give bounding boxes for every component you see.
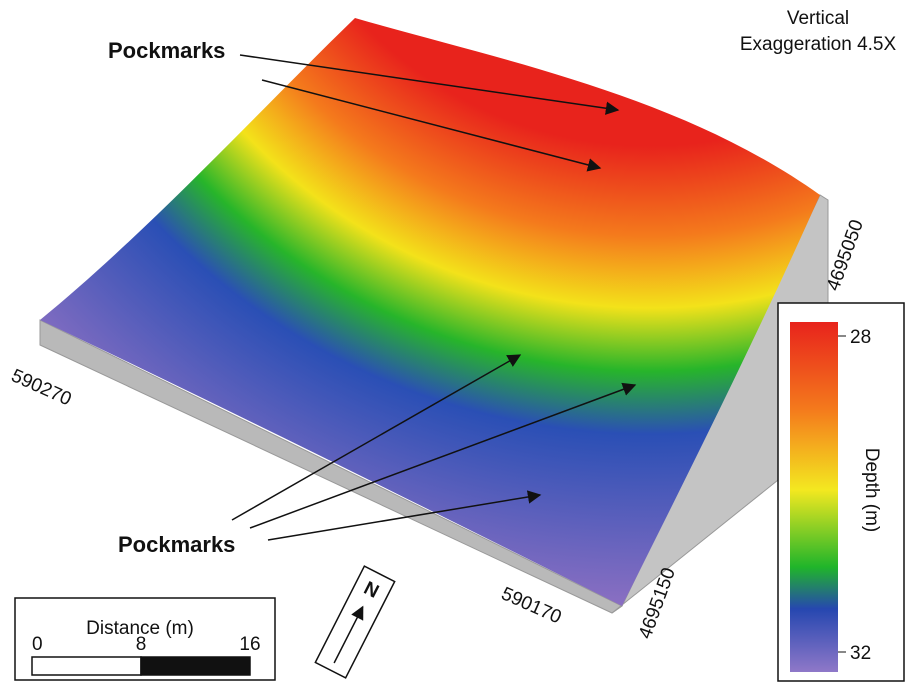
- scale-segment: [141, 657, 250, 675]
- north-arrow: N: [315, 566, 394, 678]
- coordinate-label: 4695050: [823, 217, 868, 294]
- coordinate-label: 590170: [498, 583, 564, 628]
- page: {"annotation": {"line1": "Vertical", "li…: [0, 0, 907, 686]
- colorbar-tick-label: 28: [850, 327, 871, 348]
- scale-tick-label: 8: [136, 634, 147, 655]
- pockmarks-label: Pockmarks: [118, 532, 235, 557]
- colorbar-tick-label: 32: [850, 643, 871, 664]
- colorbar: [790, 322, 838, 672]
- colorbar-title: Depth (m): [861, 448, 882, 532]
- scale-tick-label: 16: [239, 634, 260, 655]
- figure: Vertical Exaggeration 4.5X Pockmarks Poc…: [0, 0, 907, 686]
- pockmarks-label: Pockmarks: [108, 38, 225, 63]
- scale-segment: [32, 657, 141, 675]
- annotation-line: Exaggeration 4.5X: [740, 34, 897, 55]
- scale-tick-label: 0: [32, 634, 43, 655]
- coordinate-label: 590270: [8, 365, 74, 410]
- annotation-line: Vertical: [787, 8, 849, 29]
